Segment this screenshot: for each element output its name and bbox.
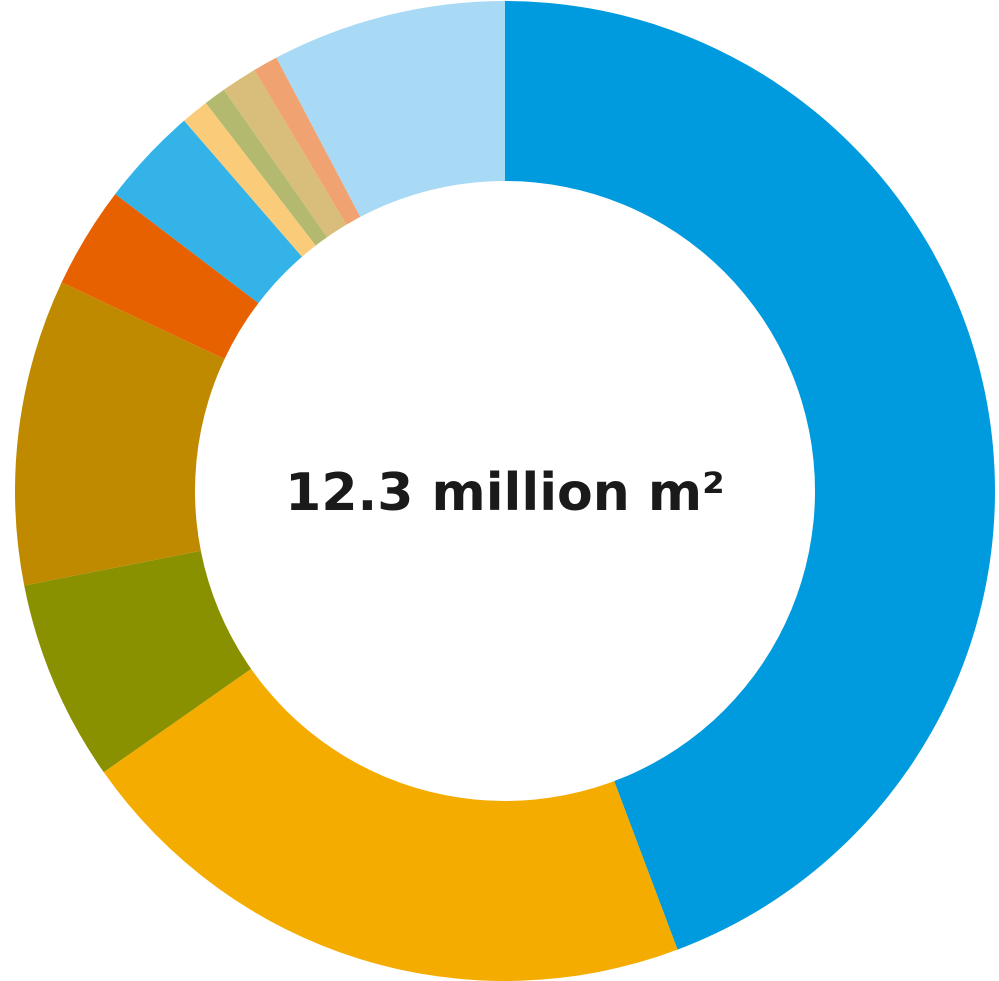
center-label: 12.3 million m²: [285, 463, 725, 523]
donut-hole: [195, 181, 815, 801]
